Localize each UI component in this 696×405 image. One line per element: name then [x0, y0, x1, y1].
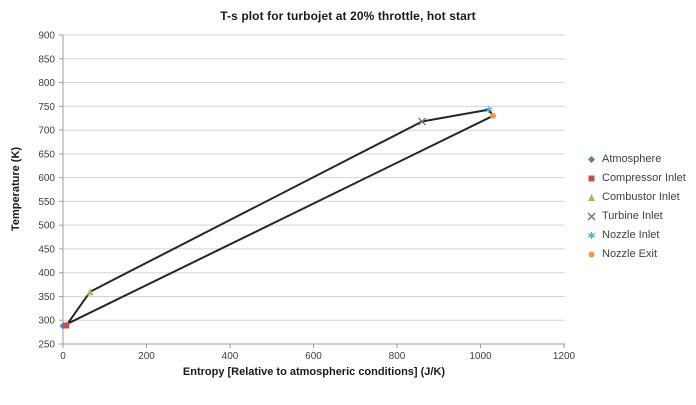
y-tick-label: 900 — [38, 31, 55, 42]
chart-title: T-s plot for turbojet at 20% throttle, h… — [220, 9, 476, 23]
combustor-inlet-marker-icon — [588, 193, 595, 201]
y-tick-label: 800 — [38, 78, 55, 89]
legend-item-nozzle-inlet: Nozzle Inlet — [586, 229, 686, 241]
cycle-line — [62, 108, 495, 327]
compressor-inlet-marker-icon — [588, 175, 595, 181]
legend-label: Nozzle Inlet — [602, 229, 660, 241]
y-tick-label: 750 — [38, 102, 55, 113]
legend-item-combustor-inlet: Combustor Inlet — [586, 191, 686, 203]
series-combustor-inlet — [86, 288, 94, 296]
x-axis-title: Entropy [Relative to atmospheric conditi… — [182, 366, 446, 378]
legend-label: Atmosphere — [602, 153, 662, 165]
y-tick-label: 300 — [38, 316, 55, 327]
y-tick-label: 400 — [38, 268, 55, 279]
legend-label: Turbine Inlet — [602, 210, 663, 222]
nozzle-inlet-marker-icon — [588, 231, 595, 239]
legend-item-compressor-inlet: Compressor Inlet — [586, 172, 686, 184]
y-tick-label: 850 — [38, 54, 55, 65]
x-tick-label: 1200 — [553, 351, 576, 362]
legend-item-nozzle-exit: Nozzle Exit — [586, 248, 686, 260]
legend-label: Compressor Inlet — [602, 172, 686, 184]
y-tick-label: 600 — [38, 173, 55, 184]
y-tick-label: 500 — [38, 221, 55, 232]
y-axis-title: Temperature (K) — [10, 146, 22, 232]
y-tick-label: 250 — [38, 340, 55, 351]
y-tick-label: 350 — [38, 292, 55, 303]
x-tick-label: 1000 — [469, 351, 492, 362]
x-tick-label: 200 — [138, 351, 155, 362]
y-tick-label: 550 — [38, 197, 55, 208]
x-tick-label: 800 — [389, 351, 406, 362]
nozzle-exit-marker-icon — [588, 251, 595, 257]
legend-label: Nozzle Exit — [602, 248, 658, 260]
y-tick-label: 450 — [38, 244, 55, 255]
legend-label: Combustor Inlet — [602, 191, 680, 203]
x-tick-label: 600 — [305, 351, 322, 362]
series-turbine-inlet — [418, 117, 427, 126]
y-tick-label: 650 — [38, 149, 55, 160]
x-tick-label: 400 — [222, 351, 239, 362]
series-compressor-inlet — [63, 322, 70, 329]
legend: Atmosphere Compressor Inlet Combustor Inle… — [586, 153, 686, 260]
turbine-inlet-marker-icon — [587, 212, 596, 220]
y-tick-label: 700 — [38, 126, 55, 137]
legend-item-atmosphere: Atmosphere — [586, 153, 686, 165]
legend-item-turbine-inlet: Turbine Inlet — [586, 210, 686, 222]
x-tick-label: 0 — [60, 351, 66, 362]
atmosphere-marker-icon — [588, 155, 595, 163]
series-nozzle-exit — [490, 112, 497, 119]
series-nozzle-inlet — [485, 106, 493, 114]
